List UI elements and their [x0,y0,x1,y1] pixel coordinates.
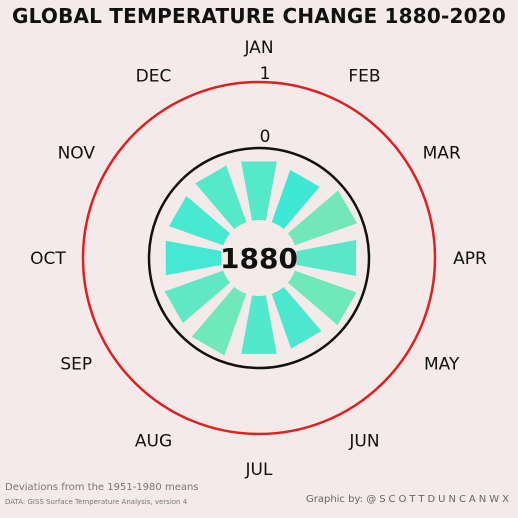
zero-ring [147,146,371,370]
month-label-jan: JAN [243,38,273,58]
bar-nov [168,195,231,246]
bar-aug [191,286,247,356]
year-label: 1880 [220,242,298,275]
month-label-aug: AUG [135,432,172,452]
month-label-jun: JUN [348,432,379,452]
month-label-apr: APR [453,249,487,269]
data-source: DATA: GISS Surface Temperature Analysis,… [5,498,188,506]
month-label-nov: NOV [58,144,96,164]
month-label-may: MAY [424,355,460,375]
bars-group [164,161,358,356]
bar-sep [164,270,231,324]
credit-handle: @SCOTTDUNCANWX [366,494,512,505]
bar-feb [271,169,320,230]
bar-mar [287,190,358,246]
ring-label-zero: 0 [260,127,271,147]
month-label-dec: DEC [136,66,172,86]
bar-jun [271,286,322,349]
month-labels: JAN FEB MAR APR MAY JUN JUL AUG SEP OCT NOV DEC [30,38,487,480]
bar-apr [296,239,357,277]
bar-jul [241,295,277,354]
ring-label-one: 1 [260,64,271,84]
month-label-oct: OCT [30,249,66,269]
one-ring [81,80,437,436]
bar-oct [165,240,222,276]
credit-prefix: Graphic by: [305,494,367,505]
credit: Graphic by: @SCOTTDUNCANWX [306,494,512,505]
month-label-mar: MAR [423,144,461,164]
month-label-sep: SEP [60,355,92,375]
month-label-feb: FEB [348,66,380,86]
month-label-jul: JUL [245,460,273,480]
center-disc [221,220,297,296]
bar-jan [241,161,277,221]
bar-may [287,270,357,326]
footnote: Deviations from the 1951-1980 means [5,482,199,493]
chart-title: GLOBAL TEMPERATURE CHANGE 1880-2020 [12,4,506,28]
bar-dec [195,165,247,230]
